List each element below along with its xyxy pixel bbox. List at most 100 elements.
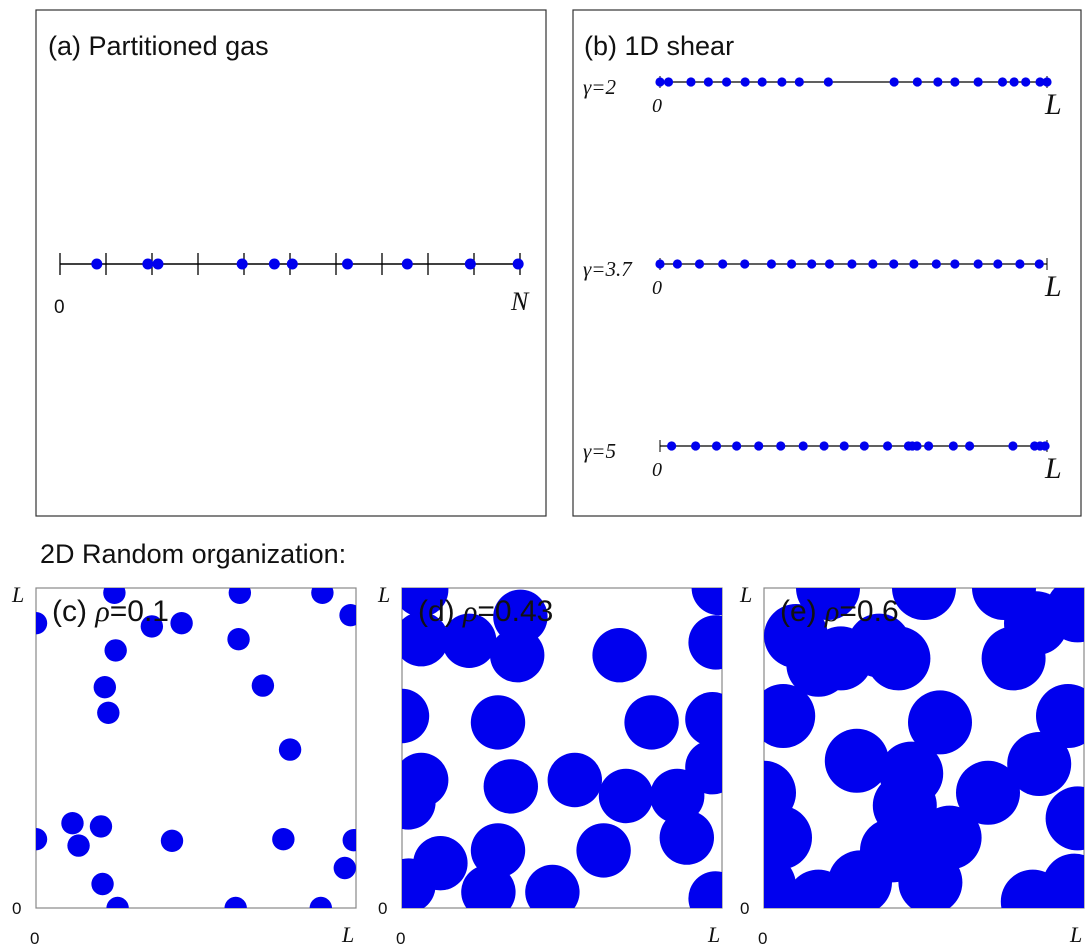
particle bbox=[1036, 684, 1084, 748]
particle bbox=[512, 258, 524, 270]
particle bbox=[667, 441, 677, 451]
axis-origin-label: 0 bbox=[12, 899, 21, 918]
axis-start-label: 0 bbox=[652, 95, 662, 117]
particle bbox=[91, 872, 114, 896]
particle bbox=[786, 869, 851, 908]
particle bbox=[721, 77, 732, 87]
rho-symbol: ρ bbox=[94, 595, 109, 628]
particle bbox=[1008, 441, 1018, 451]
axis-end-label: L bbox=[1044, 270, 1062, 303]
particle bbox=[592, 628, 647, 683]
particle bbox=[956, 760, 1020, 825]
particle bbox=[106, 896, 129, 908]
panel-2d-label: (d) ρ=0.43 bbox=[418, 595, 553, 628]
particle bbox=[965, 441, 975, 451]
particle bbox=[36, 612, 48, 635]
panel-2d: (d) ρ=0.43 L 00 L bbox=[377, 582, 723, 948]
particle bbox=[847, 259, 857, 269]
shear-row: γ=2 0 L bbox=[583, 75, 1062, 121]
particle bbox=[1035, 77, 1045, 87]
particle bbox=[142, 258, 154, 270]
particle bbox=[170, 612, 193, 635]
particle bbox=[442, 613, 497, 668]
particle bbox=[685, 692, 722, 747]
particle bbox=[1007, 732, 1072, 796]
particle bbox=[688, 871, 722, 908]
axis-x-start-label: 0 bbox=[30, 929, 39, 948]
particle bbox=[908, 690, 972, 755]
particle bbox=[868, 259, 878, 269]
particle bbox=[859, 441, 869, 451]
particle bbox=[655, 259, 665, 269]
particle bbox=[342, 258, 353, 270]
panel-b-rows: γ=2 0 Lγ=3.7 0 Lγ=5 0 L bbox=[583, 75, 1062, 485]
particle bbox=[794, 77, 804, 87]
axis-end-label: L bbox=[1044, 88, 1062, 121]
particle bbox=[228, 588, 252, 604]
particle bbox=[103, 588, 126, 604]
particle bbox=[1040, 441, 1050, 451]
particle bbox=[754, 441, 764, 451]
particle bbox=[839, 441, 849, 451]
particle bbox=[402, 858, 436, 908]
particle bbox=[311, 588, 334, 604]
panel-b-title: (b) 1D shear bbox=[584, 31, 734, 61]
particle bbox=[1009, 77, 1019, 87]
particle bbox=[547, 752, 602, 808]
panel-b: (b) 1D shear γ=2 0 Lγ=3.7 0 Lγ=5 0 L bbox=[572, 9, 1082, 517]
panel-a-number-line bbox=[59, 253, 524, 275]
particles bbox=[36, 588, 356, 908]
particle bbox=[61, 812, 84, 835]
panel-2d-label: (c) ρ=0.1 bbox=[52, 595, 169, 628]
axis-x-start-label: 0 bbox=[758, 929, 767, 948]
gamma-label: γ=2 bbox=[583, 75, 616, 99]
particle bbox=[766, 259, 777, 269]
particle bbox=[688, 615, 722, 670]
panel-letter: (c) bbox=[52, 595, 95, 628]
particle bbox=[236, 258, 248, 270]
particle bbox=[402, 588, 449, 617]
axis-end-label: L bbox=[1044, 452, 1062, 485]
panel-a-axis-end: N bbox=[510, 287, 530, 316]
axis-origin-label: 0 bbox=[378, 899, 387, 918]
axis-start-label: 0 bbox=[652, 459, 662, 481]
rho-value: =0.43 bbox=[477, 595, 553, 628]
rho-value: =0.1 bbox=[110, 595, 169, 628]
particle bbox=[1042, 853, 1084, 908]
axis-origin-label: 0 bbox=[740, 899, 749, 918]
panel-letter: (d) bbox=[418, 595, 463, 628]
gamma-label: γ=3.7 bbox=[583, 257, 633, 281]
panel-2d: (c) ρ=0.1 L 00 L bbox=[11, 582, 357, 948]
particle bbox=[598, 768, 654, 824]
particle bbox=[104, 639, 127, 662]
particle bbox=[786, 259, 797, 269]
particle bbox=[91, 258, 103, 270]
rho-value: =0.6 bbox=[839, 595, 898, 628]
particle bbox=[483, 759, 538, 814]
shear-row: γ=5 0 L bbox=[583, 439, 1062, 485]
particle bbox=[470, 823, 526, 878]
axis-start-label: 0 bbox=[652, 277, 662, 299]
particle bbox=[777, 77, 787, 87]
panel-2d-label: (e) ρ=0.6 bbox=[780, 595, 899, 628]
particle bbox=[912, 77, 922, 87]
panel-a-axis-start: 0 bbox=[54, 297, 65, 318]
particle bbox=[461, 864, 516, 908]
particle bbox=[898, 850, 963, 908]
particle bbox=[973, 77, 983, 87]
gamma-label: γ=5 bbox=[583, 439, 616, 463]
particle bbox=[342, 828, 356, 852]
particle bbox=[659, 810, 714, 865]
rho-symbol: ρ bbox=[462, 595, 477, 628]
particle bbox=[152, 258, 164, 270]
particle bbox=[776, 441, 786, 451]
particle bbox=[251, 674, 275, 697]
axis-x-end-label: L bbox=[707, 922, 720, 947]
particle bbox=[402, 775, 436, 830]
particle bbox=[892, 588, 956, 620]
panel-letter: (e) bbox=[780, 595, 825, 628]
particle bbox=[807, 259, 817, 269]
particle bbox=[764, 684, 816, 748]
particle bbox=[691, 588, 722, 616]
